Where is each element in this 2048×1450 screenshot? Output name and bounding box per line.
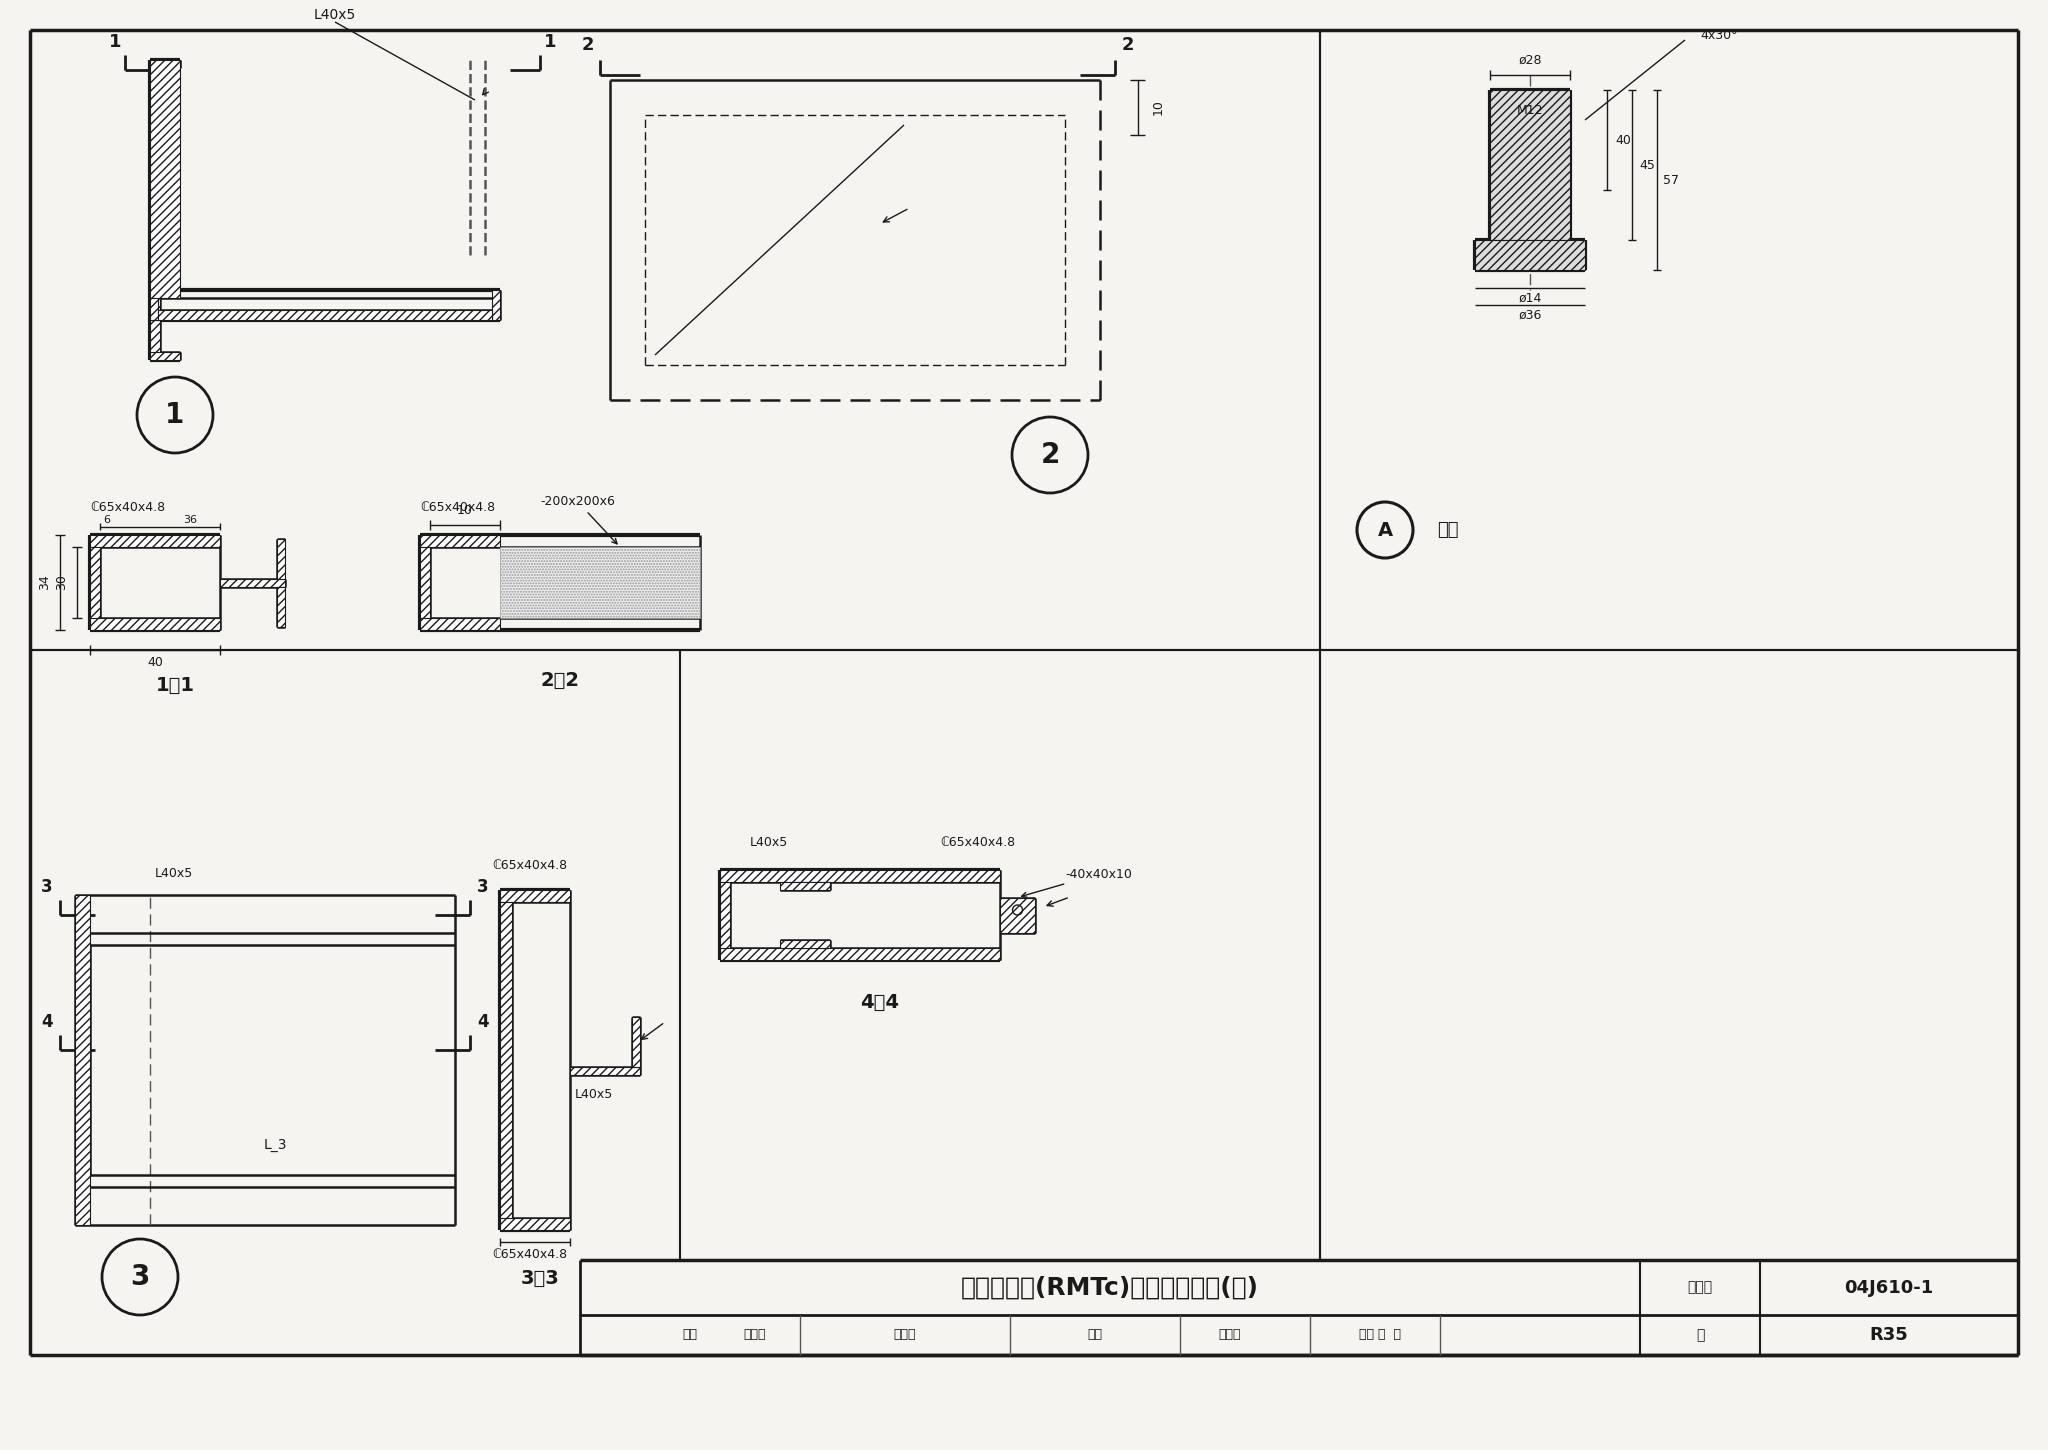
Text: -200x200x6: -200x200x6 bbox=[541, 494, 616, 544]
Bar bbox=[721, 870, 999, 882]
Text: L40x5: L40x5 bbox=[575, 1089, 612, 1102]
Bar bbox=[633, 1016, 639, 1067]
Text: 4－4: 4－4 bbox=[860, 992, 899, 1012]
Text: 2－2: 2－2 bbox=[541, 670, 580, 690]
Text: R35: R35 bbox=[1870, 1325, 1909, 1344]
Bar bbox=[1516, 90, 1544, 225]
Bar bbox=[150, 290, 158, 320]
Bar bbox=[721, 870, 729, 960]
Text: M12: M12 bbox=[1518, 103, 1544, 116]
Text: 王振光: 王振光 bbox=[743, 1328, 766, 1341]
Text: ℂ65x40x4.8: ℂ65x40x4.8 bbox=[492, 858, 567, 871]
Bar bbox=[76, 895, 90, 1225]
Text: 李正阁: 李正阁 bbox=[1219, 1328, 1241, 1341]
Text: L40x5: L40x5 bbox=[156, 867, 193, 880]
Bar bbox=[492, 290, 500, 320]
Text: ø36: ø36 bbox=[1518, 309, 1542, 322]
Text: 10: 10 bbox=[1151, 99, 1165, 115]
Bar bbox=[150, 59, 180, 299]
Text: 34: 34 bbox=[39, 574, 51, 590]
Bar bbox=[150, 352, 180, 360]
Bar bbox=[90, 535, 219, 547]
Text: 2: 2 bbox=[582, 36, 594, 54]
Text: A: A bbox=[1378, 521, 1393, 539]
Text: 57: 57 bbox=[1663, 174, 1679, 187]
Bar bbox=[276, 538, 285, 579]
Text: 1: 1 bbox=[545, 33, 557, 51]
Bar bbox=[500, 547, 700, 618]
Text: ℂ65x40x4.8: ℂ65x40x4.8 bbox=[90, 500, 166, 513]
Text: 3: 3 bbox=[477, 879, 489, 896]
Text: 1: 1 bbox=[166, 402, 184, 429]
Text: 3: 3 bbox=[41, 879, 53, 896]
Bar bbox=[721, 948, 999, 960]
Bar bbox=[150, 59, 180, 68]
Bar bbox=[150, 59, 160, 360]
Bar bbox=[780, 940, 829, 948]
Text: 6: 6 bbox=[102, 515, 111, 525]
Text: 4: 4 bbox=[41, 1014, 53, 1031]
Text: L40x5: L40x5 bbox=[313, 9, 356, 22]
Bar bbox=[420, 618, 500, 629]
Bar bbox=[1491, 90, 1571, 241]
Bar bbox=[569, 1067, 639, 1074]
Text: 40: 40 bbox=[1616, 133, 1630, 146]
Text: 10: 10 bbox=[457, 503, 473, 516]
Text: 36: 36 bbox=[182, 515, 197, 525]
Text: L40x5: L40x5 bbox=[750, 835, 788, 848]
Bar bbox=[150, 310, 500, 320]
Text: 40: 40 bbox=[147, 655, 164, 668]
Text: 1: 1 bbox=[109, 33, 121, 51]
Text: L_3: L_3 bbox=[264, 1138, 287, 1151]
Text: 王沁光: 王沁光 bbox=[893, 1328, 915, 1341]
Bar bbox=[500, 1218, 569, 1230]
Bar bbox=[420, 535, 500, 547]
Text: 2: 2 bbox=[1122, 36, 1135, 54]
Bar bbox=[500, 890, 512, 1230]
Bar bbox=[158, 310, 492, 320]
Text: 图集号: 图集号 bbox=[1688, 1280, 1712, 1293]
Text: 3: 3 bbox=[131, 1263, 150, 1290]
Bar bbox=[276, 586, 285, 626]
Text: 审核: 审核 bbox=[682, 1328, 698, 1341]
Text: 设计 洪  燕: 设计 洪 燕 bbox=[1360, 1328, 1401, 1341]
Bar bbox=[999, 898, 1034, 932]
Text: 04J610-1: 04J610-1 bbox=[1845, 1279, 1933, 1296]
Bar bbox=[780, 882, 829, 890]
Text: 页: 页 bbox=[1696, 1328, 1704, 1343]
Text: ø28: ø28 bbox=[1518, 54, 1542, 67]
Text: ℂ65x40x4.8: ℂ65x40x4.8 bbox=[492, 1248, 567, 1262]
Text: ø14: ø14 bbox=[1518, 291, 1542, 304]
Text: 3－3: 3－3 bbox=[520, 1269, 559, 1288]
Text: 30: 30 bbox=[55, 574, 68, 590]
Bar bbox=[1475, 241, 1585, 270]
Bar bbox=[90, 618, 219, 629]
Bar bbox=[420, 535, 430, 629]
Text: 校对: 校对 bbox=[1087, 1328, 1102, 1341]
Text: 45: 45 bbox=[1638, 158, 1655, 171]
Text: -40x40x10: -40x40x10 bbox=[1022, 867, 1133, 898]
Bar bbox=[90, 535, 100, 629]
Text: 4: 4 bbox=[477, 1014, 489, 1031]
Text: 钢质推拉门(RMTc)门扇骨架详图(二): 钢质推拉门(RMTc)门扇骨架详图(二) bbox=[961, 1276, 1260, 1301]
Bar bbox=[1520, 241, 1540, 270]
Text: 1－1: 1－1 bbox=[156, 676, 195, 695]
Text: ℂ65x40x4.8: ℂ65x40x4.8 bbox=[940, 835, 1016, 848]
Bar bbox=[500, 890, 569, 902]
Text: 2: 2 bbox=[1040, 441, 1059, 468]
Text: 4x30°: 4x30° bbox=[1700, 29, 1737, 42]
Bar bbox=[219, 579, 285, 586]
Text: ℂ65x40x4.8: ℂ65x40x4.8 bbox=[420, 500, 496, 513]
Text: 螺套: 螺套 bbox=[1438, 521, 1458, 539]
